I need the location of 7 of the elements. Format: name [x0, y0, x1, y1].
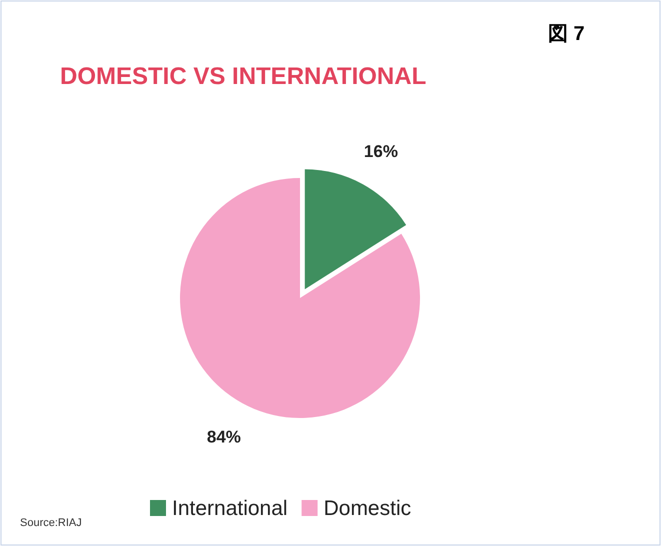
- annotation: 図 7: [548, 23, 585, 45]
- title: DOMESTIC VS INTERNATIONAL: [60, 63, 426, 90]
- annotation: Source:RIAJ: [20, 517, 82, 529]
- legend-label: Domestic: [324, 497, 412, 520]
- legend-label: International: [172, 497, 288, 520]
- data-label: 16%: [364, 142, 398, 161]
- data-label: 84%: [206, 427, 241, 446]
